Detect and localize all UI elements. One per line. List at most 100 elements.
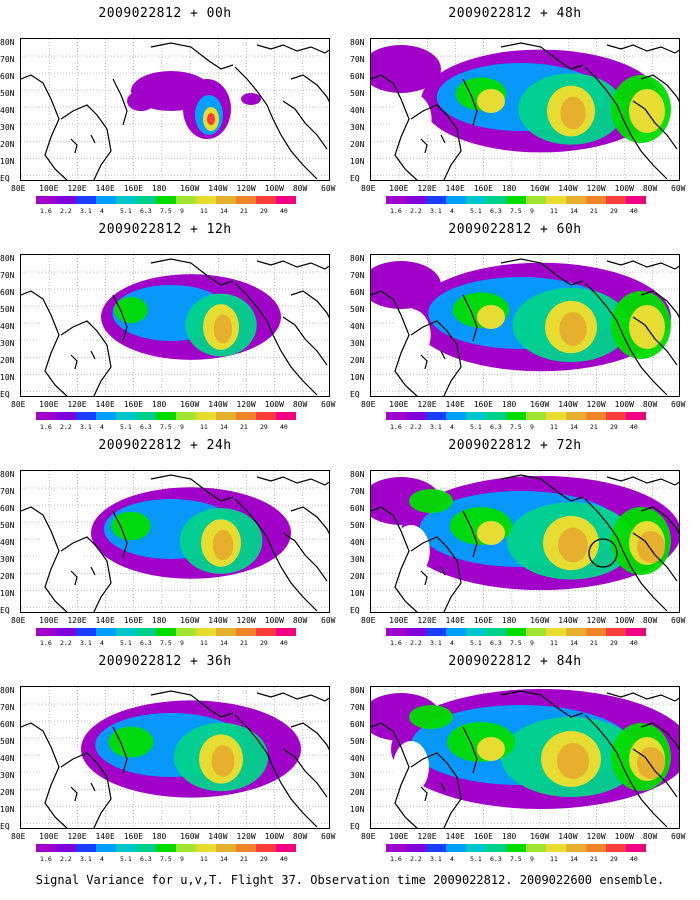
latitude-label: 80N [0, 686, 15, 695]
colorbar-label: 29 [260, 855, 268, 863]
coastline [21, 722, 68, 828]
coastline [70, 354, 78, 370]
longitude-label: 80W [292, 832, 308, 841]
coastline [21, 74, 68, 180]
coastline [584, 714, 668, 828]
latitude-label: 50N [350, 305, 365, 314]
colorbar-swatch [526, 844, 546, 852]
longitude-label: 140E [445, 832, 465, 841]
coastline [462, 294, 478, 342]
latitude-label: 80N [350, 470, 365, 479]
latitude-label: 10N [0, 157, 15, 166]
colorbar-swatch [96, 196, 116, 204]
colorbar-label: 11 [550, 855, 558, 863]
colorbar-swatch [426, 412, 446, 420]
variance-contour [371, 261, 441, 309]
longitude-label: 140W [208, 832, 228, 841]
variance-contour [114, 296, 148, 324]
longitude-label: 100E [39, 616, 59, 625]
longitude-label: 120E [417, 184, 437, 193]
colorbar-swatch [256, 844, 276, 852]
colorbar-swatch [386, 628, 406, 636]
coastline [462, 78, 478, 126]
colorbar-label: 2.2 [60, 207, 72, 215]
longitude-label: 120E [417, 832, 437, 841]
panel-title: 2009022812 + 36h [98, 654, 232, 669]
longitude-label: 100W [264, 616, 284, 625]
latitude-label: EQ [0, 390, 10, 399]
colorbar-swatch [236, 196, 256, 204]
coastline [290, 290, 329, 319]
latitude-label: 10N [350, 157, 365, 166]
panel-title: 2009022812 + 24h [98, 438, 232, 453]
latitude-label: 50N [350, 89, 365, 98]
variance-contour [637, 747, 665, 779]
forecast-panel: 2009022812 + 60h 80N 70N 60N 50N 40N 30N 20N 10N… [350, 216, 685, 431]
longitude-label: 160E [123, 616, 143, 625]
colorbar-label: 5.1 [120, 639, 132, 647]
latitude-label: 70N [0, 703, 15, 712]
colorbar-label: 21 [590, 423, 598, 431]
colorbar-label: 21 [240, 207, 248, 215]
longitude-label: 180 [151, 832, 167, 841]
coastline [70, 570, 78, 586]
colorbar-label: 3.1 [80, 639, 92, 647]
longitude-label: 160W [530, 184, 550, 193]
coastline [371, 722, 418, 828]
forecast-panel: 2009022812 + 24h 80N 70N 60N 50N 40N 30N 20N 10N… [0, 432, 335, 647]
longitude-label: 60W [321, 832, 336, 841]
colorbar-label: 40 [280, 423, 288, 431]
longitude-label: 140W [558, 184, 578, 193]
colorbar-label: 9 [530, 855, 534, 863]
longitude-label: 160W [530, 832, 550, 841]
colorbar [386, 844, 646, 852]
colorbar-label: 7.5 [510, 639, 522, 647]
colorbar-swatch [36, 628, 56, 636]
latitude-label: 40N [350, 106, 365, 115]
colorbar-label: 7.5 [510, 207, 522, 215]
longitude-label: 120W [586, 184, 606, 193]
longitude-label: 100W [614, 400, 634, 409]
longitude-label: 80W [292, 616, 308, 625]
longitude-label: 120E [67, 400, 87, 409]
coastline [500, 690, 584, 718]
variance-contour [108, 726, 154, 758]
colorbar-label: 9 [530, 207, 534, 215]
latitude-label: EQ [350, 390, 360, 399]
latitude-label: 70N [350, 55, 365, 64]
coastline [90, 782, 96, 792]
colorbar-label: 40 [630, 855, 638, 863]
colorbar-label: 1.6 [390, 855, 402, 863]
coastline [282, 748, 328, 798]
longitude-label: 60W [671, 832, 686, 841]
colorbar [36, 844, 296, 852]
longitude-label: 160W [530, 400, 550, 409]
coastline [90, 566, 96, 576]
coastline [606, 44, 679, 54]
colorbar-swatch [506, 628, 526, 636]
latitude-label: 80N [350, 38, 365, 47]
colorbar-label: 29 [610, 855, 618, 863]
colorbar-label: 3.1 [430, 423, 442, 431]
colorbar-label: 29 [260, 423, 268, 431]
coastline [60, 320, 112, 396]
colorbar-swatch [156, 628, 176, 636]
longitude-label: 80W [642, 184, 658, 193]
longitude-label: 140E [95, 832, 115, 841]
colorbar-label: 40 [630, 639, 638, 647]
latitude-label: 30N [0, 771, 15, 780]
coastline [420, 570, 428, 586]
colorbar-label: 14 [570, 207, 578, 215]
map-plot [370, 686, 680, 829]
colorbar-label: 40 [280, 855, 288, 863]
colorbar-swatch [626, 628, 646, 636]
coastline [21, 506, 68, 612]
longitude-label: 100W [614, 832, 634, 841]
coastline [256, 44, 329, 54]
longitude-label: 100E [39, 184, 59, 193]
panel-title: 2009022812 + 12h [98, 222, 232, 237]
colorbar-label: 6.3 [140, 639, 152, 647]
coastline [420, 354, 428, 370]
coastline [440, 566, 446, 576]
colorbar-label: 29 [260, 639, 268, 647]
